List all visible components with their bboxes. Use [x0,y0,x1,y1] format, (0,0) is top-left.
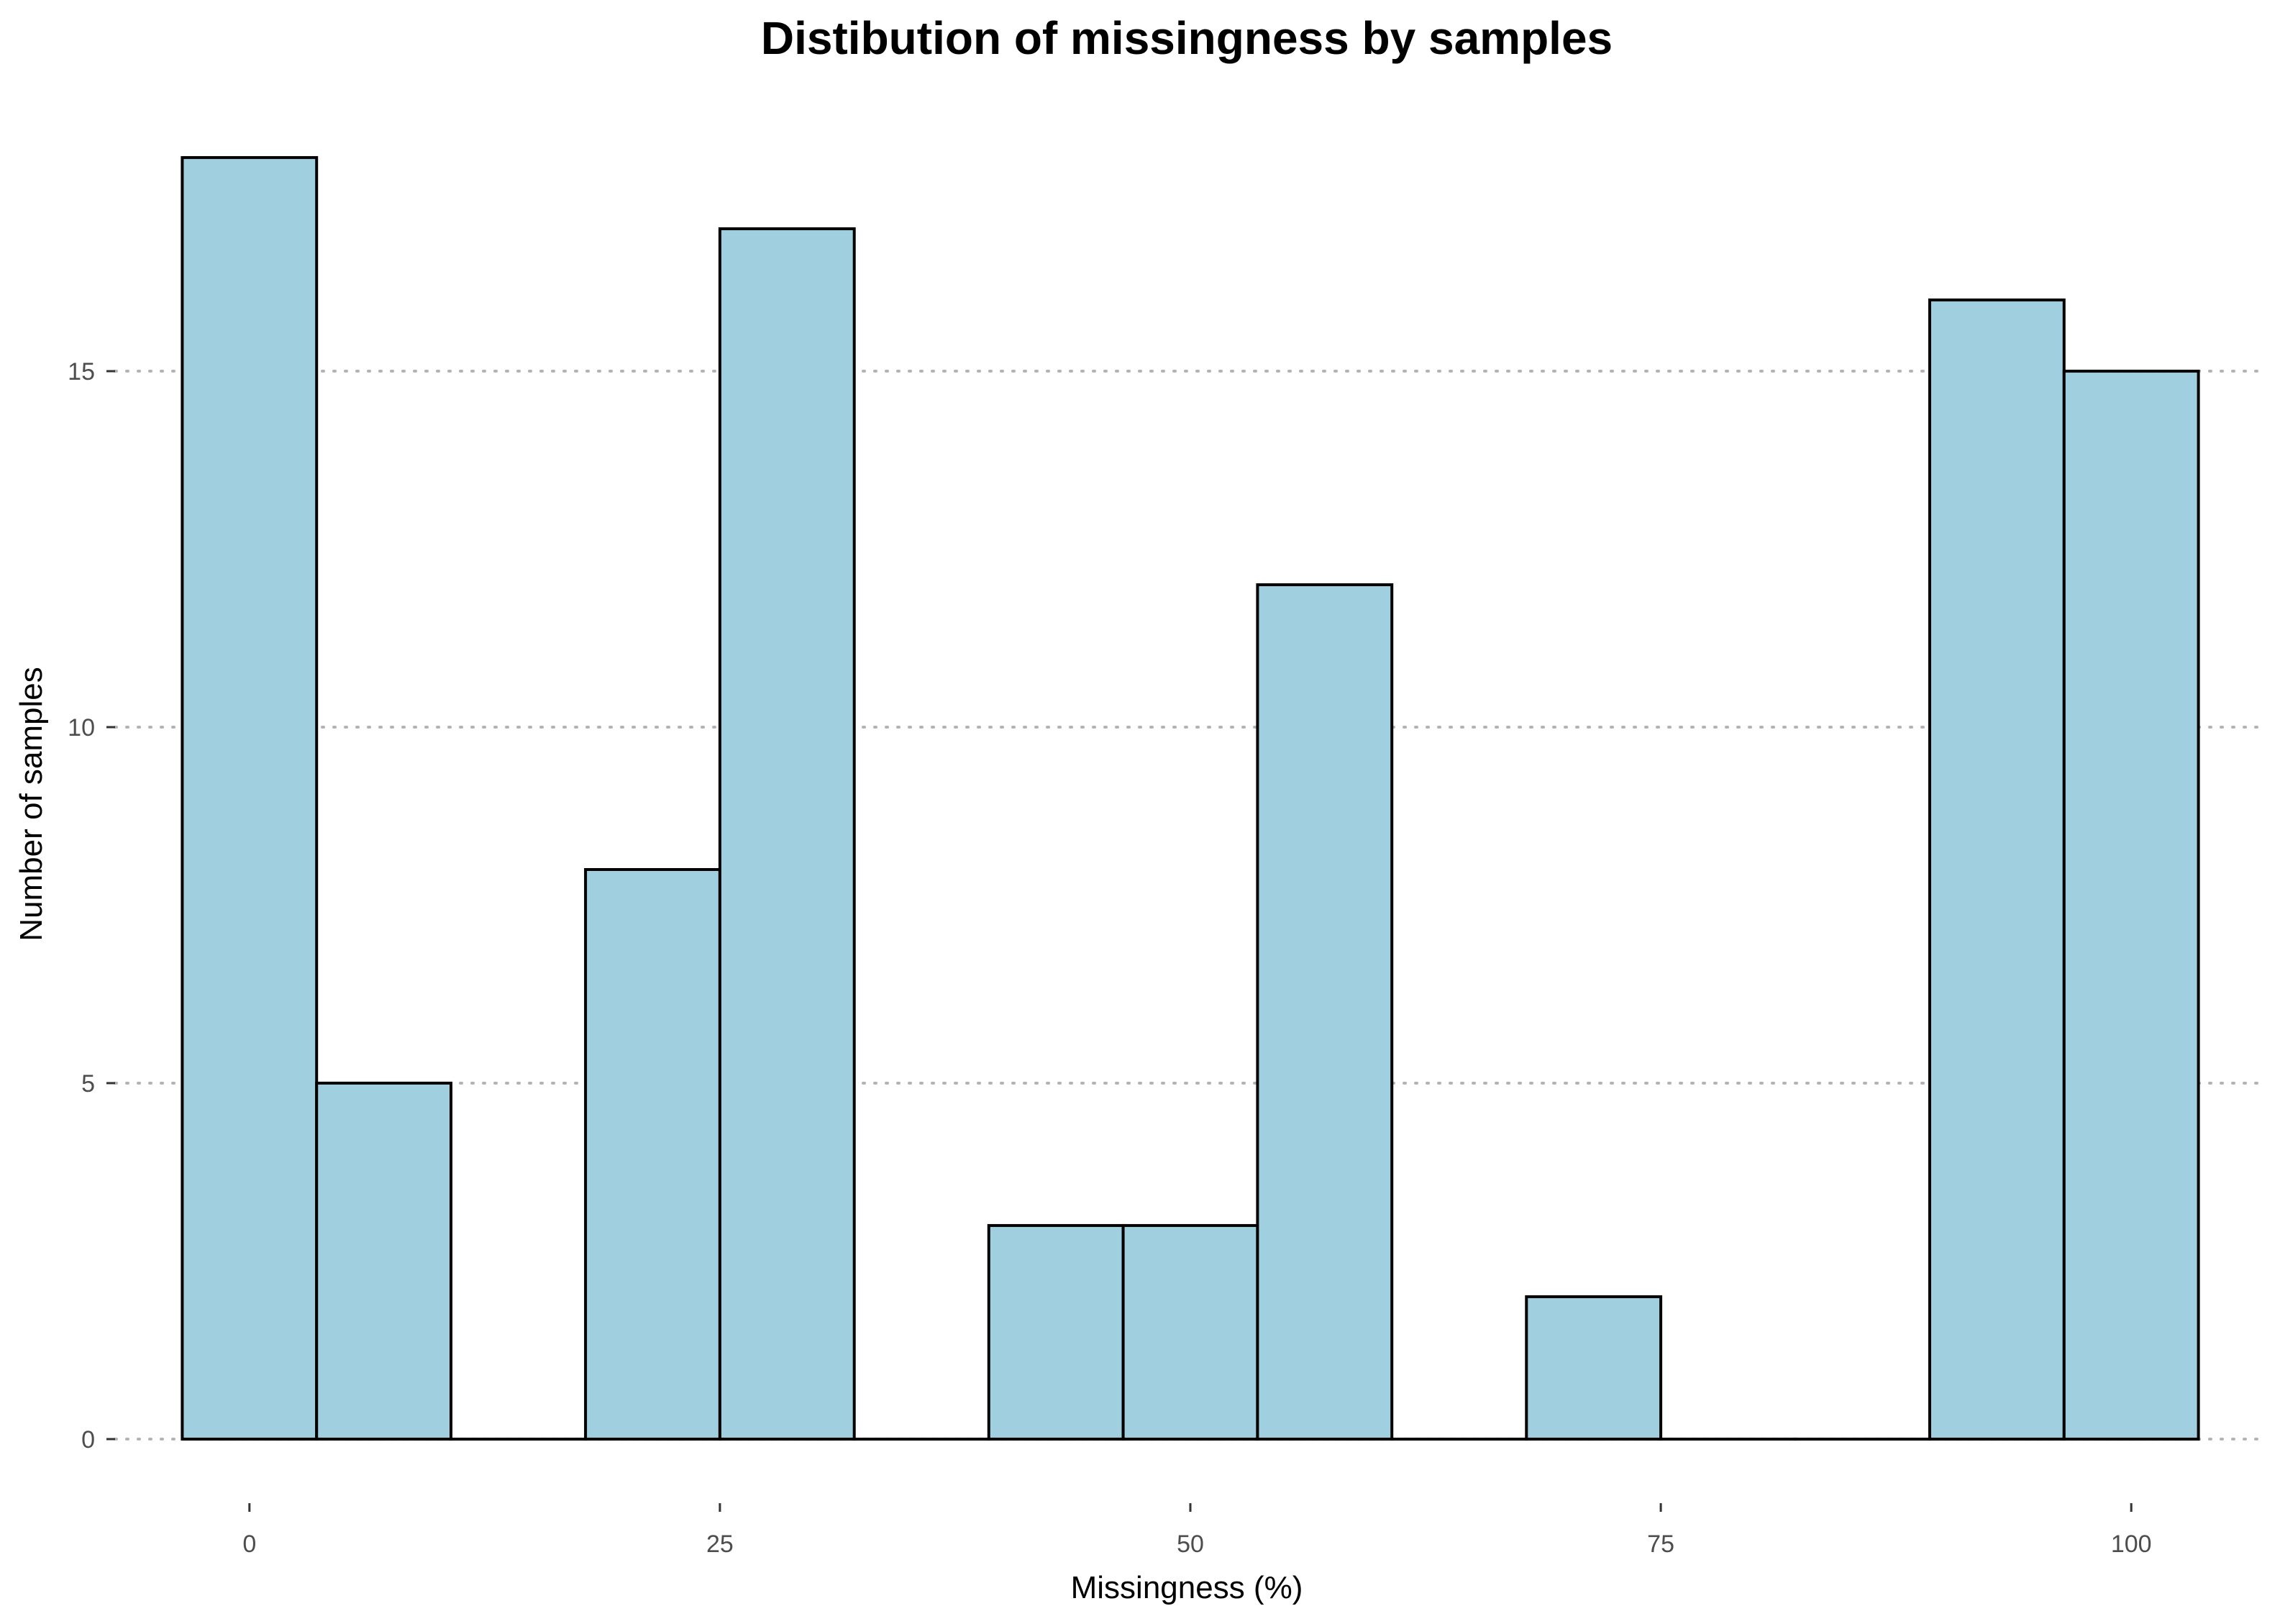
x-tick-label-50: 50 [1177,1531,1204,1558]
histogram-bar-1 [315,1081,453,1441]
histogram-bar-14 [2062,370,2200,1441]
histogram-bar-3 [584,867,721,1441]
x-tick-label-75: 75 [1647,1531,1674,1558]
axis-ticks: 0 5 10 15 0 25 50 75 100 [68,358,2151,1558]
x-tick-label-0: 0 [242,1531,256,1558]
y-tick-label-0: 0 [81,1426,95,1454]
histogram-bar-6 [987,1223,1125,1441]
y-axis-title: Number of samples [14,667,49,941]
histogram-bar-13 [1928,298,2066,1441]
chart-title: Distibution of missingness by samples [761,12,1613,64]
histogram-bar-7 [1121,1223,1259,1441]
bars [181,156,2200,1441]
histogram-bar-4 [718,227,856,1441]
y-tick-label-5: 5 [81,1070,95,1098]
histogram-bar-8 [1256,583,1394,1441]
x-tick-label-25: 25 [706,1531,734,1558]
histogram-bar-0 [181,156,319,1441]
x-axis-title: Missingness (%) [1071,1570,1303,1605]
y-tick-label-15: 15 [68,358,95,386]
histogram-bar-10 [1525,1295,1663,1441]
x-tick-label-100: 100 [2111,1531,2152,1558]
y-tick-label-10: 10 [68,714,95,742]
